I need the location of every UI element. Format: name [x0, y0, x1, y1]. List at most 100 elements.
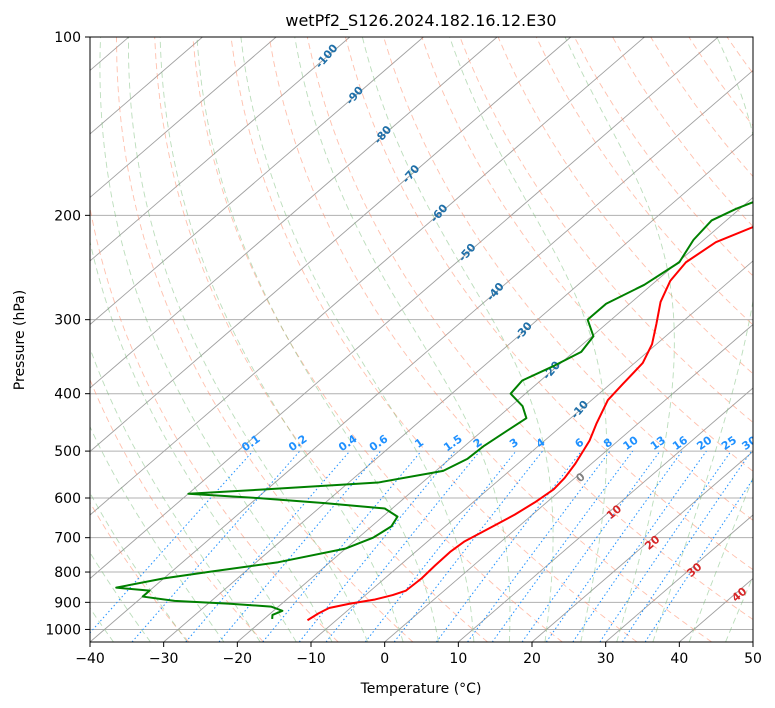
mixing-ratio-line	[545, 450, 683, 642]
mixing-ratio-label: 36	[760, 433, 775, 453]
isotherm-line	[90, 69, 753, 642]
y-tick-label: 700	[54, 531, 81, 547]
chart-title: wetPf2_S126.2024.182.16.12.E30	[285, 11, 556, 31]
mixing-ratio-label: 8	[601, 436, 615, 451]
dewpoint-profile-line	[115, 201, 753, 620]
mixing-ratio-label: 3	[507, 436, 521, 451]
dry-adiabat-line	[90, 501, 190, 642]
moist-adiabat-line	[652, 37, 753, 642]
isotherm-label: -100	[313, 41, 341, 71]
x-tick-label: 30	[597, 651, 615, 667]
x-tick-label: −20	[223, 651, 253, 667]
plot-frame	[89, 36, 754, 643]
moist-adiabat-line	[564, 37, 675, 642]
x-axis: −40 −30 −20 −10 0 10 20 30 40 50	[75, 642, 762, 667]
isotherm-line	[531, 450, 753, 642]
mixing-ratio-label: 1	[412, 436, 426, 451]
isotherm-line	[90, 37, 424, 326]
isotherm-label: -10	[568, 398, 591, 422]
moist-adiabat-line	[159, 37, 404, 642]
moist-adiabat-line	[90, 239, 297, 642]
isotherm-label: -50	[456, 241, 479, 265]
dry-adiabat-line	[497, 37, 753, 375]
x-tick-label: −10	[296, 651, 326, 667]
moist-adiabat-line	[294, 37, 511, 642]
dry-adiabat-line	[383, 37, 753, 521]
isotherm-line	[605, 514, 753, 642]
isotherm-line	[90, 37, 498, 389]
dry-adiabat-line	[573, 37, 753, 277]
x-tick-label: 40	[670, 651, 688, 667]
isotherm-label: -90	[343, 84, 366, 108]
plot-area: 0.1 0.2 0.4 0.6 1 1.5 2 3 4 6 8 10 13 16 20 25 30 36-100-…	[90, 37, 775, 642]
adiabat-label: 0	[574, 470, 588, 485]
isotherm-line	[384, 323, 753, 642]
mixing-ratio-line	[521, 450, 661, 642]
x-tick-label: 50	[744, 651, 762, 667]
mixing-ratio-line	[467, 450, 611, 642]
adiabat-label: 30	[684, 560, 704, 580]
moist-adiabat-line	[196, 37, 439, 642]
mixing-ratio-line	[572, 450, 707, 642]
x-tick-label: −30	[149, 651, 179, 667]
dry-adiabat-line	[306, 37, 753, 621]
y-axis-label: Pressure (hPa)	[12, 290, 28, 390]
y-tick-label: 1000	[45, 622, 81, 638]
y-tick-label: 600	[54, 491, 81, 507]
isotherms	[90, 37, 753, 642]
dry-adiabat-line	[268, 37, 712, 642]
moist-adiabat-line	[99, 37, 333, 642]
y-tick-label: 800	[54, 565, 81, 581]
isotherm-line	[90, 37, 277, 199]
mixing-ratio-line	[90, 450, 254, 634]
x-tick-label: 10	[449, 651, 467, 667]
moist-adiabat-line	[762, 37, 775, 642]
moist-adiabat-line	[90, 347, 261, 642]
dry-adiabat-line	[90, 378, 264, 642]
y-tick-label: 900	[54, 595, 81, 611]
moist-adiabat-line	[127, 37, 369, 642]
isotherm-line	[90, 37, 203, 135]
temperature-profile-line	[306, 225, 753, 622]
mixing-ratio-label: 30	[740, 433, 760, 453]
mixing-ratio-label: 2	[471, 436, 485, 451]
mixing-ratio-line	[621, 450, 752, 642]
mixing-ratio-label: 16	[670, 433, 690, 453]
y-tick-label: 100	[54, 30, 81, 46]
moist-adiabat-line	[725, 575, 753, 642]
moist-adiabat-line	[688, 476, 753, 642]
isotherm-line	[90, 37, 645, 516]
mixing-ratio-line	[298, 450, 456, 642]
dry-adiabat-line	[535, 37, 753, 326]
dry-adiabat-line	[765, 37, 775, 642]
isopleth-labels: 0.1 0.2 0.4 0.6 1 1.5 2 3 4 6 8 10 13 16 20 25 30 36-100-…	[239, 41, 775, 605]
isotherm-label: -40	[484, 280, 507, 304]
profiles	[115, 201, 753, 622]
mixing-ratio-line	[364, 450, 517, 642]
moist-adiabat-line	[449, 37, 608, 642]
mixing-ratio-line	[491, 450, 634, 642]
isotherm-line	[752, 641, 753, 642]
dry-adiabat-line	[154, 37, 488, 642]
mixing-ratio-line	[262, 450, 422, 642]
moist-adiabat-line	[240, 37, 475, 642]
mixing-ratio-line	[325, 450, 481, 642]
isotherm-line	[458, 387, 753, 642]
x-tick-label: −40	[75, 651, 105, 667]
mixing-ratio-line	[131, 450, 301, 642]
x-axis-label: Temperature (°C)	[360, 681, 482, 697]
dry-adiabat-line	[345, 37, 753, 571]
dry-adiabat-line	[650, 37, 753, 178]
isotherm-label: -60	[428, 201, 451, 225]
isotherm-line	[90, 37, 572, 453]
mixing-ratio-label: 25	[719, 434, 739, 453]
moist-adiabat-line	[90, 425, 225, 642]
dry-adiabat-line	[688, 37, 753, 127]
mixing-ratio-lines	[90, 450, 753, 642]
y-tick-label: 500	[54, 444, 81, 460]
moist-adiabat-line	[361, 37, 554, 642]
adiabat-label: 40	[729, 585, 749, 605]
dry-adiabat-line	[90, 205, 339, 642]
y-axis: 100 200 300 400 500 600 700 800 900 1000	[45, 30, 90, 638]
